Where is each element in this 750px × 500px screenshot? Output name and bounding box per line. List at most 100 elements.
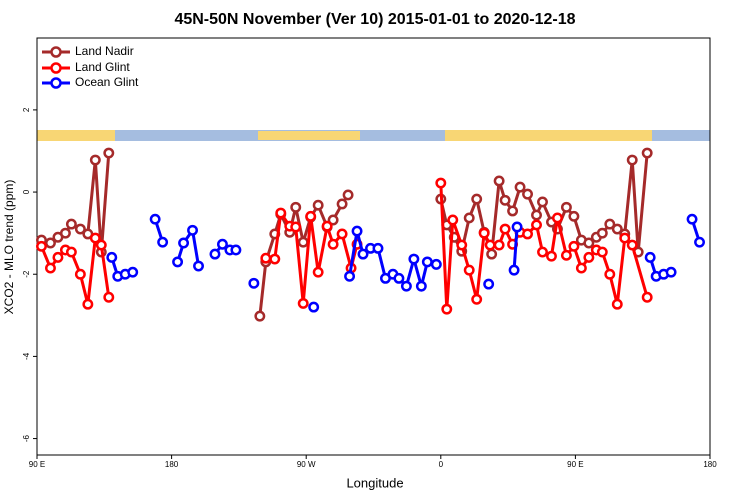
data-point xyxy=(507,205,519,217)
data-point xyxy=(89,154,101,166)
data-point xyxy=(260,252,272,264)
data-point xyxy=(531,209,542,221)
data-point xyxy=(103,291,115,303)
x-tick-label: 180 xyxy=(165,460,179,469)
legend-marker xyxy=(50,77,62,89)
x-tick-label: 90 E xyxy=(567,460,583,469)
data-point xyxy=(351,225,363,237)
data-point xyxy=(641,147,653,159)
data-point xyxy=(604,268,616,280)
data-point xyxy=(583,237,595,249)
data-point xyxy=(52,251,64,263)
data-point xyxy=(463,212,475,224)
data-point xyxy=(408,253,420,265)
data-point xyxy=(336,198,348,210)
x-tick-label: 90 W xyxy=(297,460,316,469)
data-point xyxy=(619,232,631,244)
data-point xyxy=(336,228,348,240)
map-strip xyxy=(37,130,710,141)
y-tick-label: 2 xyxy=(22,107,31,112)
data-point xyxy=(583,251,595,263)
legend-marker xyxy=(50,62,62,74)
y-tick-label: -6 xyxy=(22,434,31,442)
legend-label: Land Nadir xyxy=(75,44,134,58)
data-point xyxy=(560,201,572,213)
data-point xyxy=(45,237,56,249)
series-line xyxy=(176,226,200,267)
data-point xyxy=(546,250,557,262)
data-point xyxy=(254,310,266,322)
data-point xyxy=(499,223,511,235)
data-point xyxy=(59,227,71,239)
data-point xyxy=(178,237,190,249)
data-point xyxy=(157,236,169,248)
data-point xyxy=(312,199,324,211)
y-axis-label: XCO2 - MLO trend (ppm) xyxy=(2,180,16,315)
legend-label: Ocean Glint xyxy=(75,75,139,89)
data-point xyxy=(483,278,495,290)
legend-marker xyxy=(50,46,62,58)
data-point xyxy=(74,223,86,235)
data-point xyxy=(82,298,94,310)
series-line xyxy=(512,226,519,271)
data-point xyxy=(493,175,505,187)
data-point xyxy=(694,236,705,248)
y-tick-label: 0 xyxy=(22,189,31,194)
data-point xyxy=(248,277,260,289)
data-point xyxy=(193,260,204,272)
data-point xyxy=(275,207,287,219)
data-point xyxy=(484,239,496,251)
series-line xyxy=(439,182,649,310)
data-point xyxy=(269,253,281,265)
data-point xyxy=(560,249,572,261)
data-point xyxy=(297,297,309,309)
data-point xyxy=(216,238,228,250)
data-point xyxy=(522,188,533,200)
data-point xyxy=(74,268,86,280)
data-point xyxy=(372,242,384,254)
data-point xyxy=(327,238,339,250)
data-point xyxy=(514,181,526,193)
data-point xyxy=(537,246,548,258)
data-point xyxy=(568,240,580,252)
data-point xyxy=(611,298,623,310)
data-point xyxy=(415,280,427,292)
data-point xyxy=(471,193,483,205)
data-point xyxy=(172,256,184,268)
data-point xyxy=(499,194,511,206)
data-point xyxy=(471,293,483,305)
x-tick-label: 0 xyxy=(439,460,444,469)
data-point xyxy=(596,246,608,258)
data-point xyxy=(531,219,542,231)
x-tick-label: 90 E xyxy=(29,460,45,469)
data-point xyxy=(149,213,161,225)
data-point xyxy=(686,213,698,225)
data-point xyxy=(626,239,638,251)
data-point xyxy=(537,196,548,208)
data-point xyxy=(596,227,608,239)
data-point xyxy=(511,221,523,233)
data-point xyxy=(305,210,317,222)
data-point xyxy=(230,244,242,256)
data-point xyxy=(441,303,453,315)
data-point xyxy=(486,248,498,260)
data-point xyxy=(89,232,101,244)
x-tick-label: 180 xyxy=(703,460,717,469)
data-point xyxy=(290,201,302,213)
data-point xyxy=(187,224,198,236)
data-point xyxy=(297,236,309,248)
data-point xyxy=(665,266,677,278)
data-point xyxy=(65,218,77,230)
data-point xyxy=(342,189,354,201)
data-point xyxy=(321,220,333,232)
data-point xyxy=(641,291,653,303)
data-point xyxy=(95,239,107,251)
data-point xyxy=(393,272,405,284)
data-point xyxy=(45,262,56,274)
data-point xyxy=(456,239,468,251)
data-point xyxy=(552,212,563,224)
data-point xyxy=(463,264,475,276)
data-point xyxy=(522,228,533,240)
x-axis-label: Longitude xyxy=(346,475,403,490)
